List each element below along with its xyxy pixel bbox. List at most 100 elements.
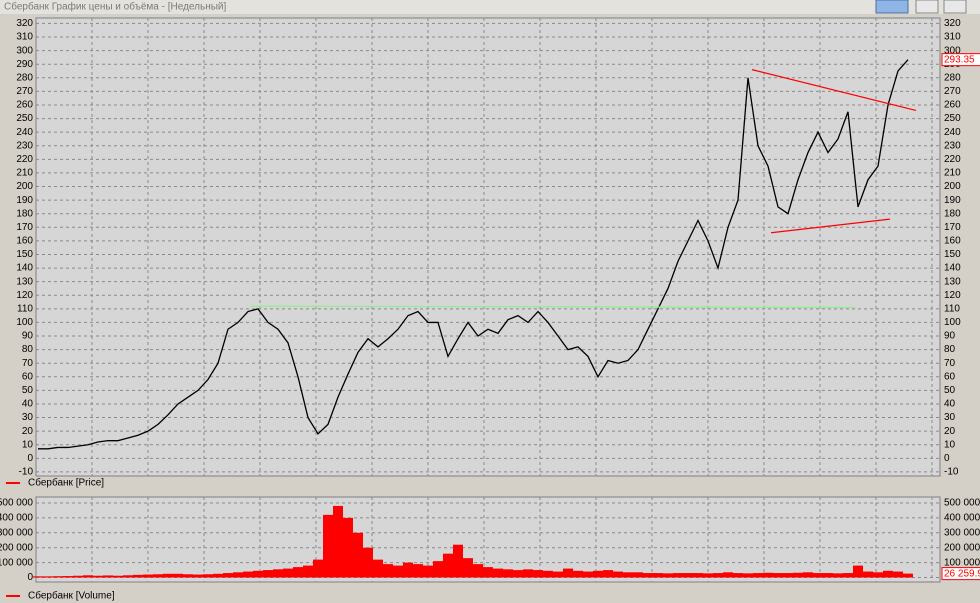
volume-bar xyxy=(633,572,643,578)
y-tick-label-right: 210 xyxy=(944,168,961,179)
y-tick-label-right: 130 xyxy=(944,276,961,287)
volume-bar xyxy=(833,573,843,578)
y-tick-label: 260 xyxy=(16,100,33,111)
volume-bar xyxy=(753,573,763,578)
volume-bar xyxy=(273,569,283,578)
volume-bar xyxy=(143,574,153,578)
volume-bar xyxy=(33,576,43,578)
y-tick-label: 60 xyxy=(22,371,34,382)
volume-bar xyxy=(313,559,323,578)
volume-bar xyxy=(803,572,813,578)
volume-bar xyxy=(173,573,183,578)
y-tick-label-right: 150 xyxy=(944,249,961,260)
y-tick-label-right: 500 000 xyxy=(944,498,980,509)
y-tick-label: 40 xyxy=(22,399,34,410)
volume-bar xyxy=(253,570,263,578)
y-tick-label: 310 xyxy=(16,32,33,43)
y-tick-label-right: 200 xyxy=(944,181,961,192)
volume-bar xyxy=(183,574,193,578)
volume-bar xyxy=(423,565,433,578)
y-tick-label-right: 230 xyxy=(944,140,961,151)
volume-bar xyxy=(293,567,303,578)
y-tick-label: 200 xyxy=(16,181,33,192)
last-value-label: 26 259.9 xyxy=(944,568,980,579)
y-tick-label: 80 xyxy=(22,344,34,355)
volume-bar xyxy=(573,570,583,578)
y-tick-label-right: 50 xyxy=(944,385,956,396)
volume-bar xyxy=(903,573,913,578)
y-tick-label: 250 xyxy=(16,113,33,124)
y-tick-label-right: 260 xyxy=(944,100,961,111)
volume-bar xyxy=(473,564,483,578)
volume-bar xyxy=(263,570,273,578)
volume-bar xyxy=(773,573,783,578)
y-tick-label: 50 xyxy=(22,385,34,396)
volume-bar xyxy=(363,547,373,578)
y-tick-label: 160 xyxy=(16,236,33,247)
y-tick-label: 300 000 xyxy=(0,527,33,538)
volume-bar xyxy=(683,573,693,578)
y-tick-label: 90 xyxy=(22,331,34,342)
y-tick-label: 280 xyxy=(16,72,33,83)
volume-bar xyxy=(593,570,603,578)
y-tick-label-right: 170 xyxy=(944,222,961,233)
y-tick-label: 70 xyxy=(22,358,34,369)
volume-bar xyxy=(623,572,633,578)
y-tick-label-right: 300 000 xyxy=(944,527,980,538)
volume-bar xyxy=(353,532,363,578)
y-tick-label: 140 xyxy=(16,263,33,274)
volume-bar xyxy=(853,565,863,578)
y-tick-label-right: 320 xyxy=(944,18,961,29)
link-button[interactable] xyxy=(875,0,909,14)
y-tick-label-right: 40 xyxy=(944,399,956,410)
volume-bar xyxy=(543,570,553,578)
y-tick-label: 100 xyxy=(16,317,33,328)
volume-bar xyxy=(823,573,833,578)
y-tick-label: 320 xyxy=(16,18,33,29)
y-tick-label-right: 310 xyxy=(944,32,961,43)
y-tick-label-right: 160 xyxy=(944,236,961,247)
y-tick-label-right: 270 xyxy=(944,86,961,97)
volume-bar xyxy=(163,573,173,578)
y-tick-label: 290 xyxy=(16,59,33,70)
minimize-button[interactable] xyxy=(915,0,939,14)
y-tick-label-right: 100 xyxy=(944,317,961,328)
volume-bar xyxy=(793,572,803,578)
y-tick-label: 150 xyxy=(16,249,33,260)
y-tick-label: 300 xyxy=(16,45,33,56)
y-tick-label: 230 xyxy=(16,140,33,151)
volume-bar xyxy=(763,572,773,578)
volume-bar xyxy=(783,573,793,578)
last-value-box xyxy=(941,53,980,67)
y-tick-label: 100 000 xyxy=(0,557,33,568)
volume-bar xyxy=(583,571,593,578)
y-tick-label-right: 120 xyxy=(944,290,961,301)
last-value-label: 293.35 xyxy=(944,54,975,65)
volume-bar xyxy=(693,573,703,578)
volume-bar xyxy=(403,562,413,578)
volume-bar xyxy=(153,574,163,578)
y-tick-label-right: 400 000 xyxy=(944,513,980,524)
y-tick-label-right: 80 xyxy=(944,344,956,355)
y-tick-label-right: 190 xyxy=(944,195,961,206)
volume-bar xyxy=(123,575,133,578)
restore-button[interactable] xyxy=(943,0,967,14)
y-tick-label: 270 xyxy=(16,86,33,97)
y-tick-label: 30 xyxy=(22,412,34,423)
volume-bar xyxy=(433,561,443,578)
volume-bar xyxy=(893,571,903,578)
y-tick-label-right: 100 000 xyxy=(944,557,980,568)
volume-bar xyxy=(613,571,623,578)
legend-label: Сбербанк [Price] xyxy=(28,477,104,489)
volume-bar xyxy=(453,544,463,578)
y-tick-label-right: 280 xyxy=(944,72,961,83)
volume-bar xyxy=(373,559,383,578)
volume-bar xyxy=(643,573,653,578)
volume-bar xyxy=(813,573,823,578)
volume-bar xyxy=(223,573,233,578)
volume-bar xyxy=(713,573,723,578)
volume-bar xyxy=(463,558,473,578)
volume-bar xyxy=(733,573,743,578)
y-tick-label: 180 xyxy=(16,208,33,219)
volume-bar xyxy=(83,575,93,578)
